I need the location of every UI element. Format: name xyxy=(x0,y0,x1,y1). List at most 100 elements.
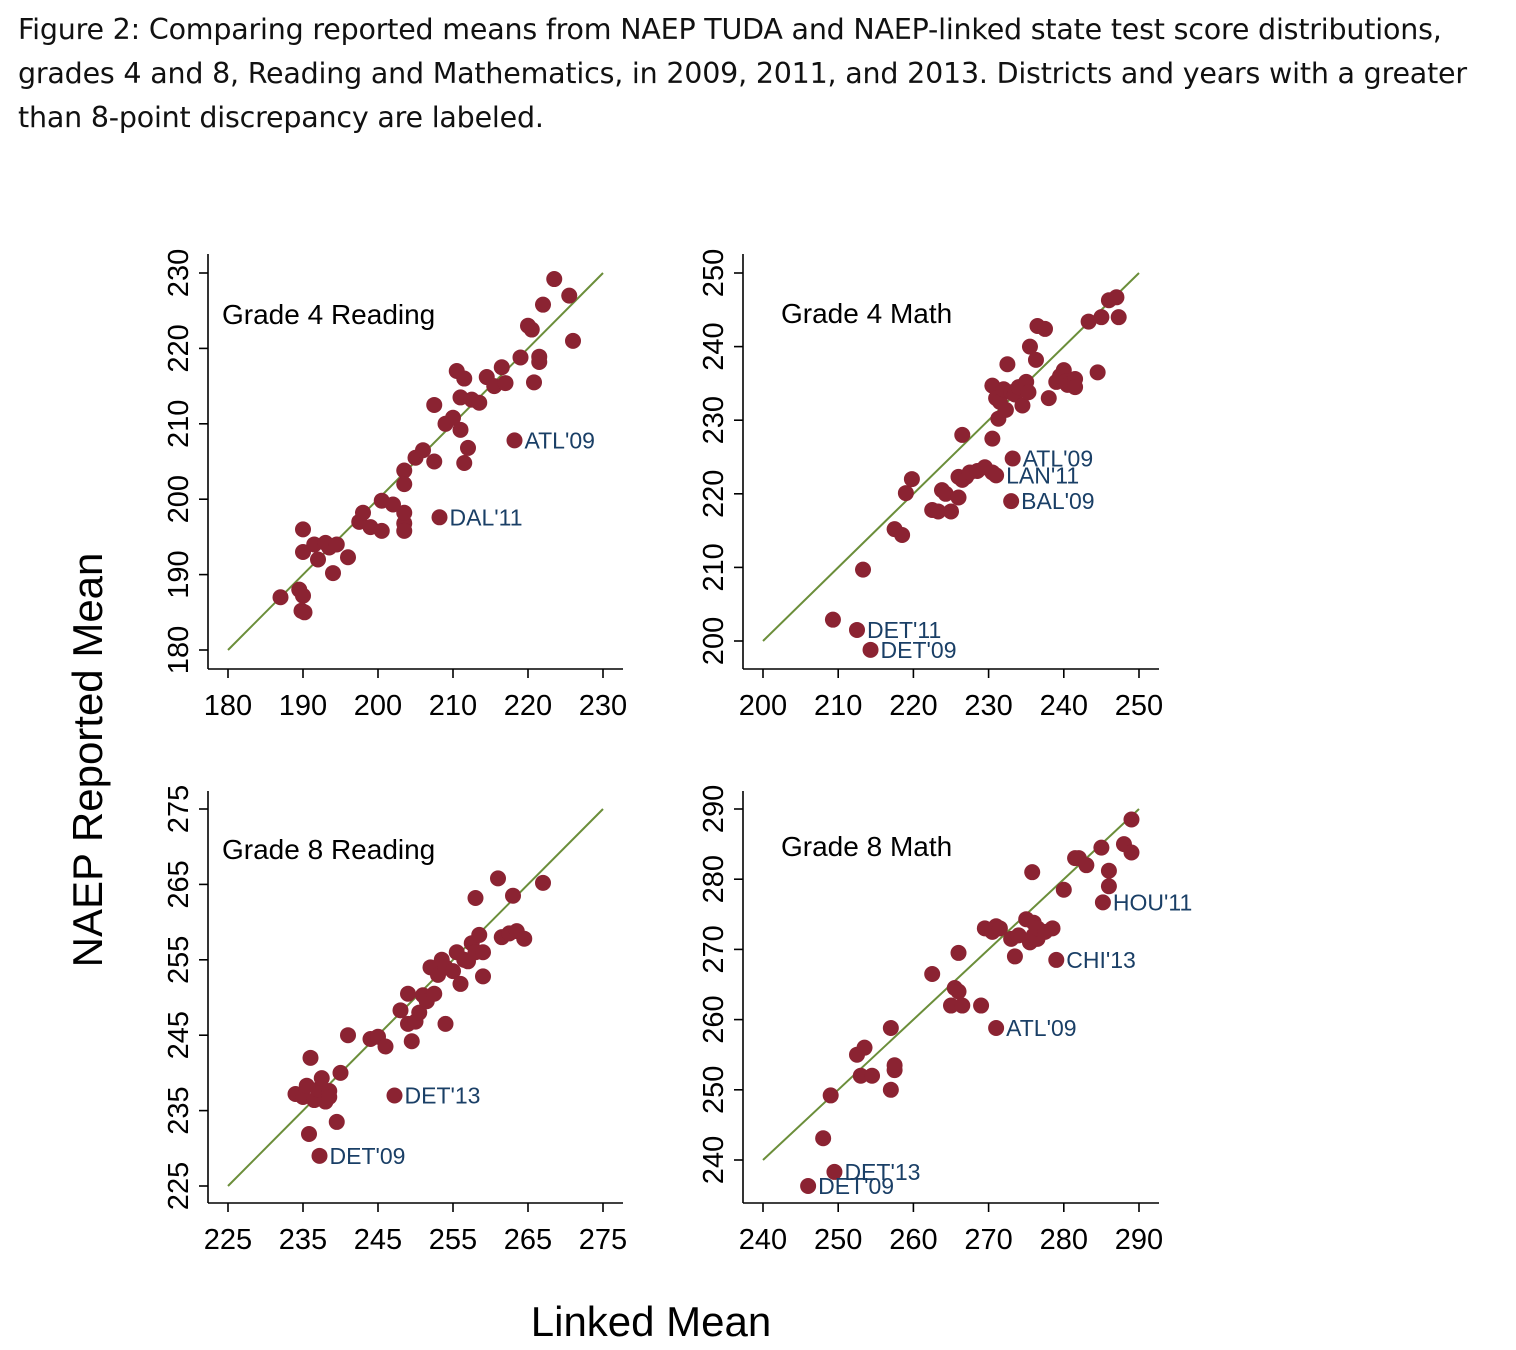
data-point xyxy=(471,926,488,943)
data-point xyxy=(445,963,461,980)
data-point xyxy=(849,621,865,638)
y-tick-label: 250 xyxy=(698,1066,730,1114)
y-tick-label: 255 xyxy=(163,936,195,984)
data-point xyxy=(392,1002,409,1019)
data-point xyxy=(497,375,514,392)
data-point xyxy=(475,944,491,961)
data-point xyxy=(1040,390,1057,407)
data-point xyxy=(991,920,1008,937)
data-point xyxy=(882,1081,899,1098)
data-point xyxy=(1004,450,1021,467)
data-point xyxy=(822,1087,839,1104)
data-point xyxy=(984,430,1001,447)
data-point xyxy=(490,870,506,887)
data-point xyxy=(826,1163,843,1180)
point-label: ATL'09 xyxy=(525,427,595,453)
data-point xyxy=(943,503,959,520)
data-point xyxy=(1093,839,1110,856)
data-point xyxy=(431,509,448,526)
chart-panel-3: 225 235 245 255 265 275 225 235 245 255 265 275 Grad… xyxy=(163,785,627,1256)
point-label: DET'09 xyxy=(330,1143,406,1169)
x-tick-label: 240 xyxy=(739,1224,787,1256)
data-point xyxy=(535,296,551,313)
data-point xyxy=(800,1177,817,1194)
data-point xyxy=(943,997,959,1014)
point-label: CHI'13 xyxy=(1066,947,1136,973)
data-point xyxy=(1089,364,1106,381)
data-point xyxy=(930,503,947,520)
data-point xyxy=(1093,309,1110,326)
data-point xyxy=(415,442,431,459)
data-point xyxy=(950,983,967,1000)
point-label: DET'11 xyxy=(867,617,941,643)
y-tick-label: 200 xyxy=(163,475,195,523)
y-tick-label: 290 xyxy=(698,785,730,833)
y-tick-label: 240 xyxy=(698,1136,730,1184)
data-point xyxy=(1003,493,1020,510)
y-tick-label: 210 xyxy=(163,400,195,448)
data-point xyxy=(886,1057,903,1074)
x-tick-label: 255 xyxy=(429,1224,477,1256)
data-point xyxy=(1021,338,1038,355)
chart-panel-1: 180 190 200 210 220 230 180 190 200 210 220 230 Grad… xyxy=(163,249,627,722)
data-point xyxy=(897,485,914,502)
x-tick-label: 250 xyxy=(814,1224,862,1256)
data-point xyxy=(471,394,488,411)
data-point xyxy=(1024,864,1041,881)
data-point xyxy=(456,370,473,387)
data-point xyxy=(452,975,469,992)
data-point xyxy=(1108,289,1125,306)
data-point xyxy=(950,489,967,506)
data-point xyxy=(531,348,548,365)
data-point xyxy=(1037,320,1053,337)
point-label: DET'09 xyxy=(818,1173,894,1199)
data-point xyxy=(815,1130,832,1147)
data-point xyxy=(321,1089,338,1106)
y-tick-label: 180 xyxy=(163,626,195,674)
data-point xyxy=(385,496,401,513)
y-tick-label: 225 xyxy=(163,1162,195,1210)
x-tick-label: 260 xyxy=(889,1224,937,1256)
data-point xyxy=(862,641,879,658)
data-point xyxy=(1123,844,1140,861)
data-point xyxy=(1006,948,1023,965)
y-tick-label: 250 xyxy=(698,249,730,297)
y-tick-label: 220 xyxy=(163,324,195,372)
point-label: DET'13 xyxy=(405,1083,481,1109)
data-point xyxy=(954,997,971,1014)
x-tick-label: 220 xyxy=(889,690,937,722)
data-point xyxy=(452,421,469,438)
x-tick-label: 230 xyxy=(579,690,627,722)
data-point xyxy=(295,521,311,538)
y-tick-label: 230 xyxy=(163,249,195,297)
y-tick-label: 190 xyxy=(163,550,195,598)
x-axis-title: Linked Mean xyxy=(531,1298,772,1345)
y-tick-label: 235 xyxy=(163,1086,195,1134)
panel-title: Grade 8 Math xyxy=(781,831,952,862)
data-point xyxy=(973,997,990,1014)
x-tick-label: 230 xyxy=(964,690,1012,722)
data-point xyxy=(1055,881,1072,898)
data-point xyxy=(328,536,345,553)
data-point xyxy=(903,471,920,488)
x-tick-label: 235 xyxy=(279,1224,327,1256)
x-tick-label: 200 xyxy=(739,690,787,722)
chart-panel-4: 240 250 260 270 280 290 240 250 260 270 280 290 Grad… xyxy=(698,785,1192,1256)
data-point xyxy=(855,561,872,578)
data-point xyxy=(535,874,551,891)
data-point xyxy=(516,930,533,947)
x-tick-label: 275 xyxy=(579,1224,627,1256)
figure-caption: Figure 2: Comparing reported means from … xyxy=(18,8,1498,140)
data-point xyxy=(506,432,523,449)
data-point xyxy=(1094,894,1111,911)
data-point xyxy=(456,455,473,472)
data-point xyxy=(386,1087,403,1104)
point-label: DET'13 xyxy=(844,1159,920,1185)
data-point xyxy=(1044,920,1061,937)
data-point xyxy=(373,522,390,539)
x-tick-label: 240 xyxy=(1040,690,1088,722)
y-axis-title: NAEP Reported Mean xyxy=(64,553,111,968)
point-label: ATL'09 xyxy=(1023,445,1093,471)
data-point xyxy=(396,476,413,493)
data-point xyxy=(1014,397,1031,414)
